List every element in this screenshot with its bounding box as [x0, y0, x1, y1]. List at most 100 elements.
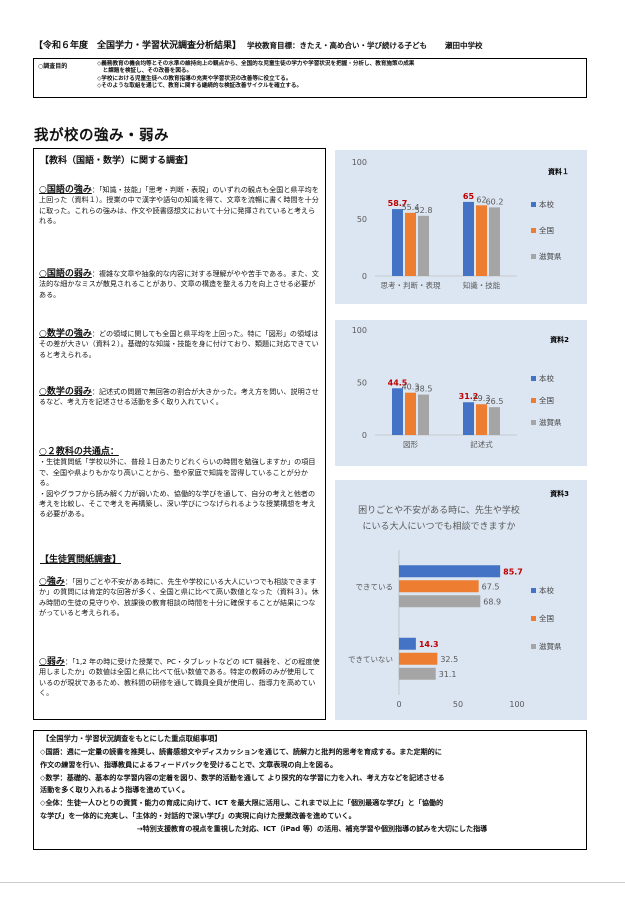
- chart-panel-1: 資料１ 0 50 100 58.7 55.4 52.8 思考・判断・表現 65 62 60.2 知識・…: [335, 150, 587, 304]
- math-strength-lead: ○数学の強み: [39, 329, 92, 339]
- data-label: 40.3: [402, 383, 420, 392]
- purpose-line: と課題を検証し、その改善を図る。: [97, 68, 193, 75]
- common-text-1: ・生徒質問紙「学校以外に、普段１日あたりどれくらいの時間を勉強しますか」の項目で…: [39, 457, 316, 488]
- legend-label: 本校: [539, 585, 554, 595]
- math-strength-text: ：どの領域に関しても全国と県平均を上回った。特に「図形」の領域はその差が大きい（…: [39, 329, 319, 359]
- legend-swatch: [531, 644, 536, 649]
- report-title: 【令和６年度 全国学力・学習状況調査分析結果】: [34, 41, 242, 51]
- chart-title: 資料3: [550, 489, 569, 498]
- bar: [418, 215, 429, 276]
- y-tick-label: 0: [362, 272, 367, 281]
- chart-panel-3: 資料3 困りごとや不安がある時に、先生や学校 にいる大人にいつでも相談できますか 0 5…: [335, 480, 587, 720]
- purpose-box: ○調査目的 ◇義務教育の機会均等とその水準の維持向上の観点から、全国的な児童生徒…: [33, 58, 587, 98]
- x-tick-label: 知識・技能: [463, 280, 501, 290]
- data-label: 29.3: [473, 394, 491, 403]
- kokugo-weak-lead: ○国語の弱み: [39, 269, 92, 279]
- data-label: 38.5: [415, 385, 433, 394]
- data-label: 44.5: [388, 378, 408, 387]
- data-label: 65: [463, 192, 475, 201]
- common-points: ○２教科の共通点： ・生徒質問紙「学校以外に、普段１日あたりどれくらいの時間を勉…: [39, 447, 322, 520]
- x-tick-label: 50: [453, 700, 463, 709]
- x-tick-label: 思考・判断・表現: [381, 280, 441, 290]
- bar: [399, 595, 481, 608]
- legend-swatch: [531, 254, 536, 259]
- legend-label: 滋賀県: [539, 251, 562, 261]
- purpose-line: ◇そのような取組を通じて、教育に関する継続的な検証改善サイクルを確立する。: [97, 82, 303, 89]
- legend-swatch: [531, 588, 536, 593]
- focus-box: 【全国学力・学習状況調査をもとにした重点取組事項】 ◇国語：週に一定量の読書を推…: [33, 730, 587, 850]
- data-label: 31.1: [439, 670, 457, 679]
- data-label: 85.7: [503, 567, 523, 576]
- bar: [405, 392, 416, 435]
- bar: [392, 388, 403, 435]
- legend-swatch: [531, 202, 536, 207]
- survey-strength-lead: ○強み: [39, 577, 65, 587]
- focus-title: 【全国学力・学習状況調査をもとにした重点取組事項】: [42, 734, 222, 743]
- bar: [476, 205, 487, 276]
- kokugo-weak-text: ：複雑な文章や抽象的な内容に対する理解がやや苦手である。また、文法的な細かなミス…: [39, 269, 319, 299]
- kokugo-strength-text: ：「知識・技能」「思考・判断・表現」のいずれの観点も全国と県平均を上回った（資料…: [39, 185, 319, 226]
- bar: [392, 209, 403, 276]
- data-label: 52.8: [415, 206, 433, 215]
- chart-title: 資料１: [548, 167, 569, 176]
- y-tick-label: できている: [356, 582, 394, 591]
- data-label: 31.2: [459, 392, 479, 401]
- header-title: 【令和６年度 全国学力・学習状況調査分析結果】 学校教育目標：きたえ・高め合い・学…: [34, 38, 483, 51]
- chart-shiryo-1: 資料１ 0 50 100 58.755.452.8 思考・判断・表現 65 62 60.2 知識・…: [352, 158, 569, 290]
- subject-heading: 【教科（国語・数学）に関する調査】: [40, 156, 194, 166]
- legend-swatch: [531, 398, 536, 403]
- y-tick-label: 0: [362, 431, 367, 440]
- y-tick-label: できていない: [348, 655, 393, 664]
- purpose-line: ◇学校における児童生徒への教育指導の充実や学習状況の改善等に役立てる。: [97, 75, 292, 82]
- chart-subtitle: 困りごとや不安がある時に、先生や学校: [358, 504, 520, 516]
- focus-lines: ◇国語：週に一定量の読書を推奨し、読書感想文やディスカッションを通じて、読解力と…: [40, 746, 584, 836]
- data-label: 60.2: [486, 197, 504, 206]
- legend-label: 本校: [539, 199, 554, 209]
- y-tick-label: 100: [352, 158, 367, 167]
- data-label: 68.9: [483, 597, 501, 606]
- bar: [418, 394, 429, 435]
- focus-line: ◇数学：基礎的、基本的な学習内容の定着を図り、数学的活動を通して より探究的な学…: [40, 772, 445, 782]
- school-goal: 学校教育目標：きたえ・高め合い・学び続ける子ども: [247, 41, 428, 50]
- bar: [399, 580, 479, 593]
- common-heading: ○２教科の共通点：: [39, 447, 119, 457]
- math-weak-text: ：記述式の問題で無回答の割合が大きかった。考え方を問い、説明させるなど、考え方を…: [39, 387, 319, 407]
- kokugo-weakness: ○国語の弱み：複雑な文章や抽象的な内容に対する理解がやや苦手である。また、文法的…: [39, 269, 322, 300]
- bar: [463, 201, 474, 276]
- focus-line: ◇国語：週に一定量の読書を推奨し、読書感想文やディスカッションを通じて、読解力と…: [40, 747, 442, 756]
- data-label: 32.5: [440, 655, 458, 664]
- common-text-2: ・図やグラフから読み解く力が弱いため、協働的な学びを通して、自分の考えと他者の考…: [39, 488, 316, 519]
- x-tick-label: 100: [509, 700, 524, 709]
- bar: [489, 207, 500, 276]
- data-label: 26.5: [486, 397, 504, 406]
- focus-final-line: →特別支援教育の視点を重視した対応、ICT（iPad 等）の活用、補充学習や個別…: [136, 823, 488, 833]
- focus-line: ◇全体：生徒一人ひとりの資質・能力の育成に向けて、ICT を最大限に活用し、これ…: [40, 798, 444, 808]
- kokugo-strength-lead: ○国語の強み: [39, 185, 92, 195]
- bar: [399, 637, 416, 650]
- bar: [399, 652, 438, 665]
- legend-label: 本校: [539, 373, 554, 383]
- focus-line: 作文の練習を行い、指導教員によるフィードバックを受けることで、文章表現の向上を図…: [40, 759, 338, 769]
- math-weak-lead: ○数学の弱み: [39, 387, 92, 397]
- data-label: 58.7: [388, 199, 408, 208]
- survey-weakness: ○弱み：「1,2 年の時に受けた授業で、PC・タブレットなどの ICT 機器を、…: [39, 657, 322, 699]
- chart-shiryo-3: 資料3 困りごとや不安がある時に、先生や学校にいる大人にいつでも相談できますか 0 5…: [348, 489, 569, 709]
- kokugo-strength: ○国語の強み：「知識・技能」「思考・判断・表現」のいずれの観点も全国と県平均を上…: [39, 185, 322, 227]
- survey-strength-text: ：「困りごとや不安がある時に、先生や学校にいる大人にいつでも相談できますか」の質…: [39, 577, 319, 618]
- data-label: 55.4: [402, 203, 420, 212]
- legend-label: 滋賀県: [539, 641, 562, 651]
- purpose-label: ○調査目的: [38, 63, 68, 70]
- legend-swatch: [531, 376, 536, 381]
- bar: [399, 667, 436, 680]
- survey-heading: 【生徒質問紙調査】: [40, 555, 122, 565]
- purpose-lines: ◇義務教育の機会均等とその水準の維持向上の観点から、全国的な児童生徒の学力や学習…: [97, 61, 582, 90]
- bar: [405, 212, 416, 276]
- x-tick-label: 0: [396, 700, 401, 709]
- survey-weak-lead: ○弱み: [39, 657, 65, 667]
- legend-swatch: [531, 616, 536, 621]
- x-tick-label: 記述式: [470, 439, 493, 449]
- section-title: 我が校の強み・弱み: [34, 128, 169, 144]
- survey-weak-text: ：「1,2 年の時に受けた授業で、PC・タブレットなどの ICT 機器を、どの程…: [39, 657, 320, 698]
- y-tick-label: 100: [352, 326, 367, 335]
- legend-label: 全国: [539, 395, 554, 405]
